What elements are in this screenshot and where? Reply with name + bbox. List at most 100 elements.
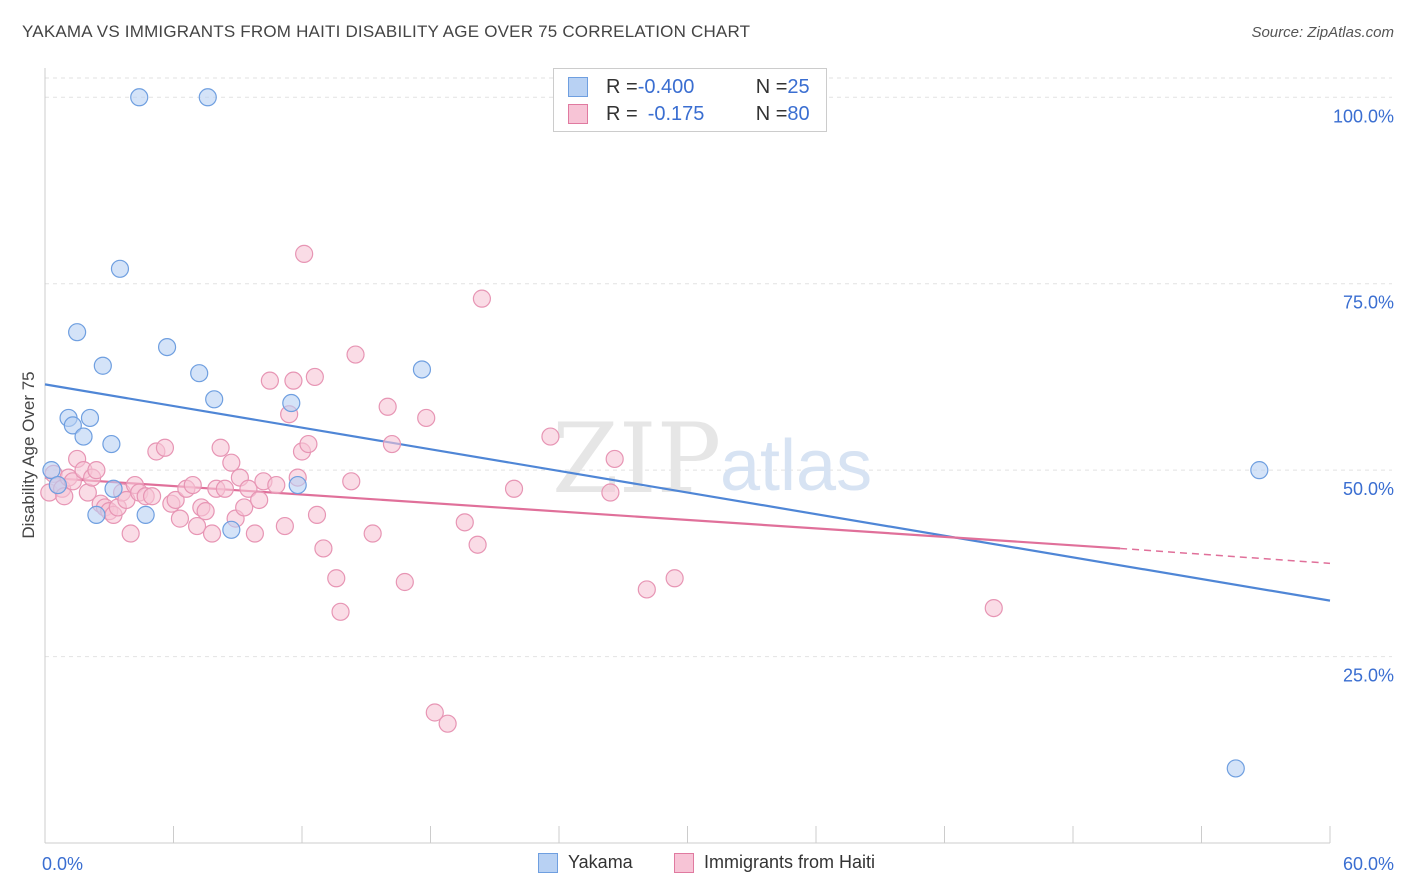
- point-haiti: [222, 453, 241, 472]
- point-haiti: [183, 475, 202, 495]
- data-points: [40, 88, 1269, 778]
- point-haiti: [275, 516, 294, 536]
- point-haiti: [307, 505, 327, 524]
- bottom-legend-yakama: Yakama: [538, 852, 633, 873]
- point-yakama: [87, 505, 106, 524]
- point-yakama: [190, 364, 209, 383]
- bottom-legend-swatch-yakama: [538, 852, 558, 873]
- legend-swatch-haiti: [568, 104, 588, 124]
- y-tick-label: 50.0%: [1343, 479, 1394, 499]
- point-haiti: [245, 524, 264, 543]
- point-yakama: [288, 475, 307, 495]
- point-yakama: [412, 360, 432, 379]
- y-tick-label: 75.0%: [1343, 293, 1394, 313]
- point-yakama: [68, 323, 87, 342]
- point-haiti: [331, 602, 350, 621]
- point-yakama: [1226, 759, 1245, 778]
- legend-r-label: R =: [606, 102, 638, 125]
- legend-n-value: 25: [787, 75, 810, 98]
- point-haiti: [170, 509, 190, 528]
- legend-n-label: N =: [755, 102, 788, 125]
- correlation-legend: R = -0.400 N = 25 R = -0.175 N = 80: [553, 68, 827, 132]
- bottom-legend-swatch-haiti: [674, 852, 694, 873]
- point-haiti: [267, 475, 286, 495]
- y-tick-label: 100.0%: [1333, 106, 1394, 126]
- point-yakama: [102, 434, 121, 454]
- point-yakama: [48, 475, 67, 495]
- point-haiti: [455, 513, 474, 532]
- point-haiti: [605, 449, 624, 469]
- point-haiti: [472, 289, 491, 308]
- point-yakama: [222, 520, 241, 539]
- point-yakama: [157, 338, 177, 357]
- watermark-zip: ZIP: [552, 403, 721, 515]
- point-haiti: [984, 598, 1003, 618]
- point-haiti: [187, 516, 207, 536]
- point-haiti: [438, 714, 457, 733]
- point-haiti: [382, 434, 402, 454]
- point-haiti: [250, 490, 269, 510]
- point-haiti: [87, 461, 106, 480]
- point-yakama: [1250, 461, 1269, 480]
- point-haiti: [196, 502, 215, 521]
- point-haiti: [215, 479, 234, 498]
- point-haiti: [142, 487, 162, 506]
- point-haiti: [284, 371, 303, 390]
- legend-row-yakama: R = -0.400 N = 25: [568, 73, 810, 101]
- point-yakama: [282, 393, 301, 413]
- point-yakama: [74, 427, 93, 446]
- point-haiti: [235, 498, 254, 517]
- watermark-atlas: atlas: [720, 426, 872, 506]
- legend-r-value: -0.400: [637, 75, 695, 98]
- chart-title: YAKAMA VS IMMIGRANTS FROM HAITI DISABILI…: [22, 22, 751, 41]
- point-yakama: [80, 408, 100, 428]
- x-tick-label: 0.0%: [42, 854, 83, 874]
- point-haiti: [155, 438, 175, 457]
- legend-row-haiti: R = -0.175 N = 80: [568, 100, 810, 128]
- point-haiti: [260, 371, 279, 390]
- point-haiti: [166, 490, 185, 510]
- point-haiti: [665, 569, 684, 588]
- point-haiti: [504, 479, 524, 498]
- point-yakama: [198, 88, 217, 107]
- point-haiti: [295, 244, 314, 263]
- point-haiti: [305, 367, 324, 387]
- point-haiti: [342, 472, 361, 491]
- trend-line-haiti-dashed: [1120, 547, 1331, 565]
- point-yakama: [93, 356, 112, 375]
- point-haiti: [637, 580, 656, 599]
- point-haiti: [363, 524, 382, 543]
- point-haiti: [395, 572, 414, 592]
- legend-r-value: -0.175: [647, 102, 705, 125]
- point-haiti: [417, 408, 436, 428]
- point-yakama: [110, 259, 130, 278]
- point-haiti: [468, 535, 487, 554]
- y-axis-label: Disability Age Over 75: [19, 371, 38, 538]
- grid-lines: [45, 77, 1392, 658]
- x-tick-label: 60.0%: [1343, 854, 1394, 874]
- point-haiti: [239, 479, 258, 498]
- point-haiti: [299, 434, 318, 454]
- legend-r-label: R =: [606, 75, 638, 98]
- bottom-legend-haiti: Immigrants from Haiti: [674, 852, 875, 873]
- axes: 25.0% 50.0% 75.0% 100.0% 0.0% 60.0% Disability…: [19, 68, 1394, 874]
- point-haiti: [314, 539, 333, 558]
- point-yakama: [136, 505, 155, 524]
- point-haiti: [541, 427, 560, 446]
- point-haiti: [211, 438, 230, 457]
- point-haiti: [121, 524, 140, 543]
- legend-n-value: 80: [787, 102, 810, 125]
- point-yakama: [130, 88, 149, 107]
- y-tick-label: 25.0%: [1343, 666, 1394, 686]
- point-haiti: [378, 397, 397, 416]
- source-label: Source: ZipAtlas.com: [1251, 24, 1394, 41]
- point-yakama: [63, 416, 82, 435]
- trend-line-yakama: [44, 383, 1331, 602]
- point-haiti: [425, 703, 444, 722]
- point-haiti: [327, 569, 346, 588]
- legend-n-label: N =: [755, 75, 788, 98]
- legend-swatch-yakama: [568, 77, 588, 97]
- point-yakama: [205, 390, 224, 409]
